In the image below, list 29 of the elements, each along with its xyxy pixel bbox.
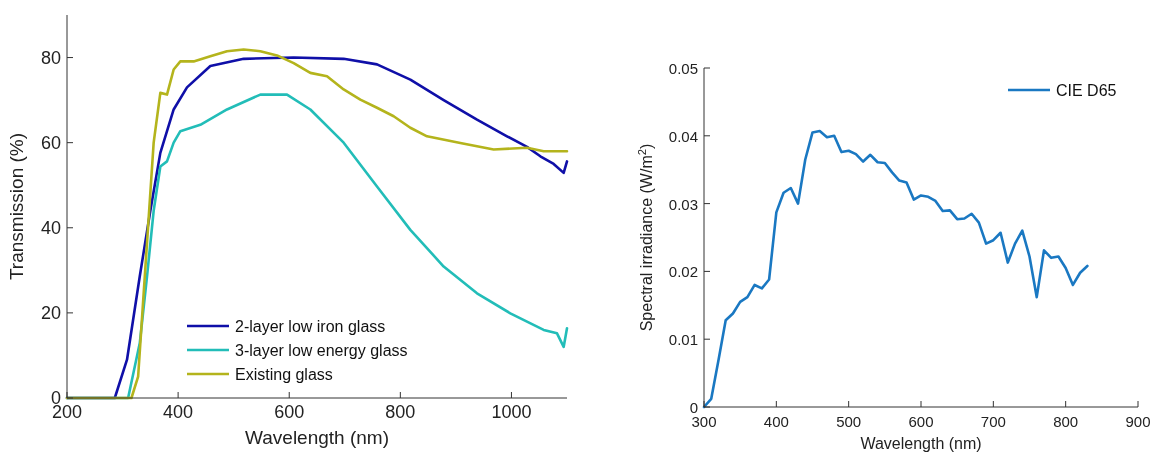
y-tick-label: 60 [40, 132, 61, 153]
x-axis-title: Wavelength (nm) [860, 435, 982, 452]
legend-label: 3-layer low energy glass [235, 342, 408, 359]
y-tick-label: 0.04 [668, 127, 698, 145]
y-tick-label: 0 [689, 399, 698, 416]
x-tick-label: 500 [836, 413, 862, 430]
x-tick-label: 600 [274, 402, 305, 422]
x-tick-label: 900 [1125, 413, 1151, 430]
x-tick-label: 400 [763, 413, 789, 430]
legend-label: CIE D65 [1056, 82, 1117, 99]
y-tick-label: 80 [40, 47, 61, 68]
x-tick-label: 800 [1053, 413, 1079, 430]
line-series [702, 129, 1089, 409]
y-axis-title: Transmission (%) [6, 132, 27, 281]
y-tick-label: 20 [40, 302, 61, 323]
y-tick-label: 0.02 [668, 263, 698, 281]
y-tick-label: 40 [40, 217, 61, 238]
y-tick-label: 0.01 [668, 331, 698, 349]
y-tick-label: 0.03 [668, 195, 698, 213]
x-tick-label: 1000 [491, 402, 532, 422]
x-tick-label: 400 [163, 402, 194, 422]
y-tick-label: 0.05 [668, 60, 698, 77]
x-tick-label: 800 [385, 402, 416, 422]
legend-label: 2-layer low iron glass [235, 318, 386, 335]
x-tick-label: 600 [908, 413, 934, 430]
legend-label: Existing glass [235, 366, 333, 383]
x-axis-title: Wavelength (nm) [245, 427, 389, 448]
x-tick-label: 700 [980, 413, 1006, 430]
x-tick-label: 300 [691, 413, 717, 430]
